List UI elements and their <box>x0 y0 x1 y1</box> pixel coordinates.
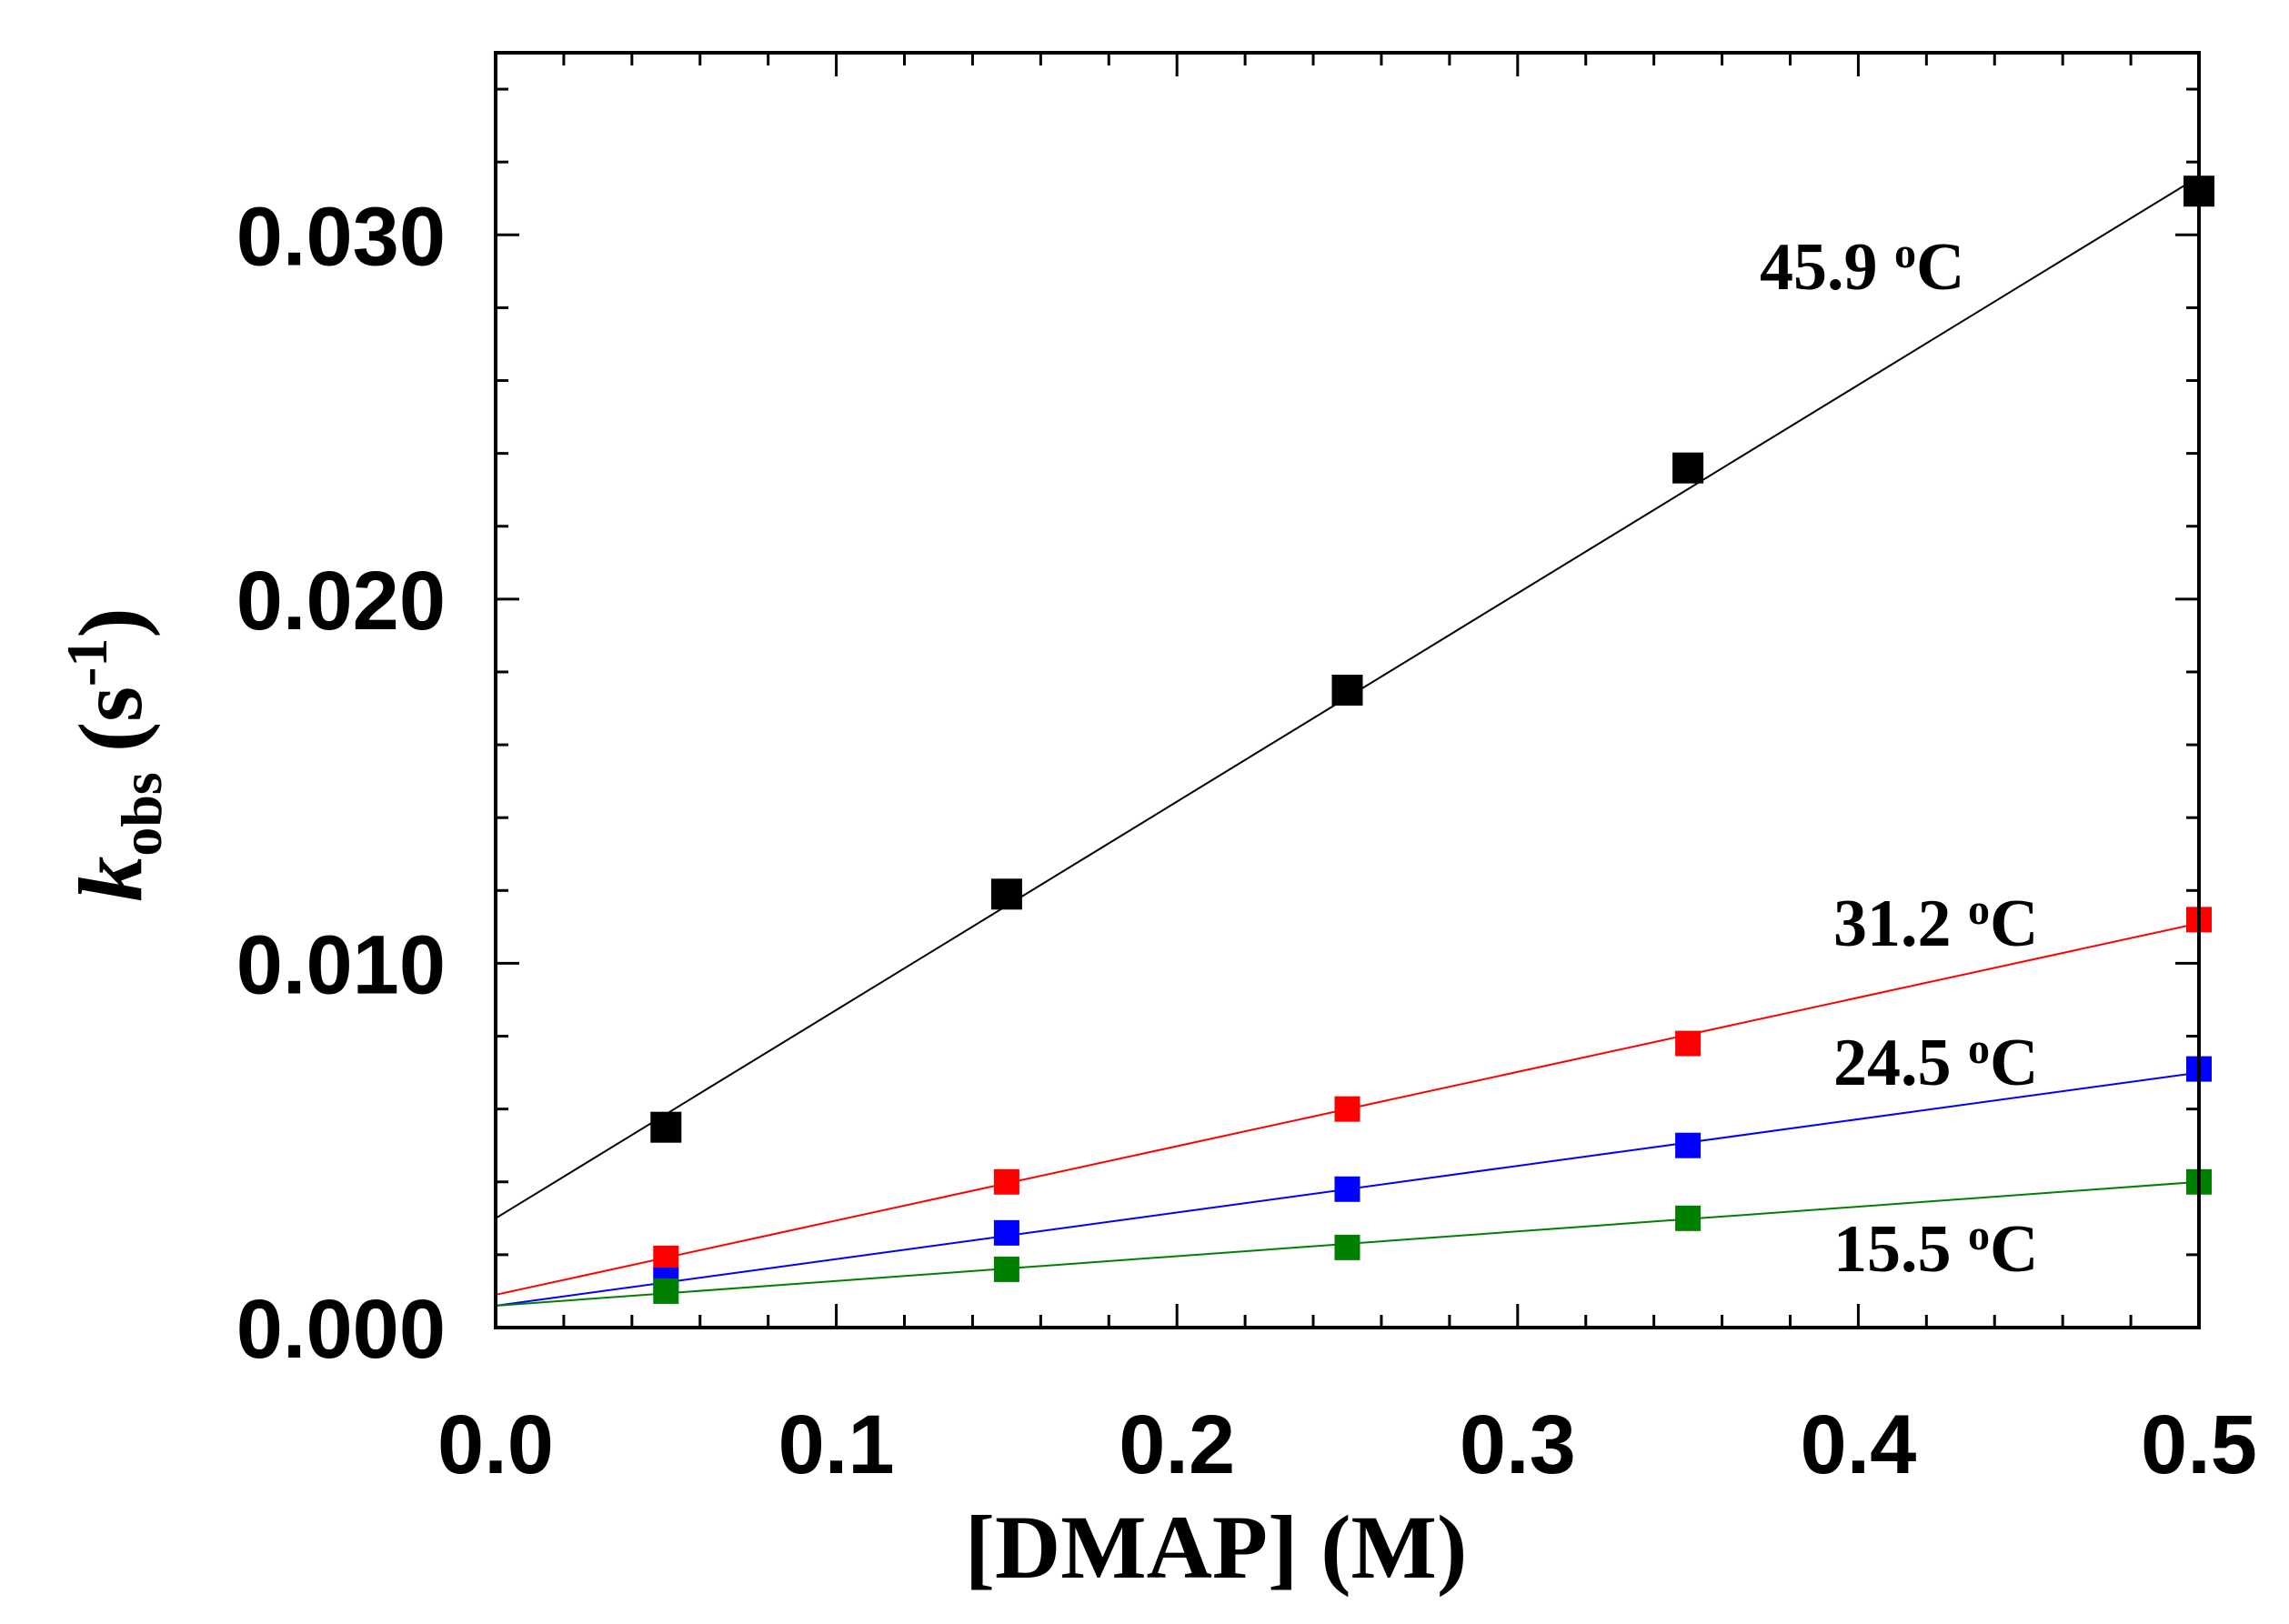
series-label: 15.5 oC <box>1833 1211 2038 1287</box>
data-point <box>993 1219 1019 1246</box>
axis-ticks <box>494 53 2201 1329</box>
x-tick-label: 0.1 <box>778 1398 895 1491</box>
series-label-value: 45.9 <box>1760 230 1894 305</box>
y-tick-label: 0.030 <box>236 190 446 283</box>
plot-frame <box>494 51 2201 1329</box>
data-point <box>1334 1176 1360 1202</box>
data-point <box>993 1256 1019 1282</box>
data-point <box>990 878 1022 910</box>
x-tick-label: 0.4 <box>1800 1398 1916 1491</box>
data-point <box>1334 1234 1360 1260</box>
data-point <box>1675 1205 1702 1231</box>
series-label-value: 24.5 <box>1833 1026 1968 1100</box>
data-point <box>1334 1096 1360 1122</box>
y-tick-label: 0.010 <box>236 918 446 1011</box>
data-point <box>1331 675 1363 706</box>
series-label-unit: C <box>1990 887 2038 961</box>
data-point <box>993 1168 1019 1195</box>
data-points <box>650 175 2214 1304</box>
y-axis-title: kobs (s-1) <box>55 607 174 901</box>
x-tick-label: 0.2 <box>1119 1398 1235 1491</box>
x-axis-title: [DMAP] (M) <box>965 1497 1468 1598</box>
series-label-unit: C <box>1990 1026 2038 1100</box>
series-label-value: 15.5 <box>1833 1212 1968 1287</box>
series-label-degree: o <box>1968 1211 1990 1259</box>
series-label: 24.5 oC <box>1833 1025 2038 1100</box>
series-label: 31.2 oC <box>1833 886 2038 961</box>
data-point <box>1675 1132 1702 1158</box>
data-point <box>650 1111 682 1143</box>
series-label-unit: C <box>1916 230 1964 305</box>
data-point <box>653 1278 679 1304</box>
x-tick-label: 0.3 <box>1460 1398 1576 1491</box>
series-label-unit: C <box>1990 1212 2038 1287</box>
series-label-degree: o <box>1968 886 1990 934</box>
y-axis-unit-close: ) <box>60 607 161 637</box>
y-axis-symbol: k <box>60 857 161 902</box>
y-tick-label: 0.020 <box>236 555 446 647</box>
data-point <box>1672 452 1704 484</box>
series-label-degree: o <box>1968 1025 1990 1073</box>
fit-lines <box>495 175 2200 1307</box>
y-tick-labels: 0.000 0.010 0.020 0.030 <box>236 190 446 1376</box>
y-axis-subscript: obs <box>109 772 174 857</box>
series-label-value: 31.2 <box>1833 887 1968 961</box>
y-axis-unit-exponent: -1 <box>55 638 119 687</box>
series-label: 45.9 oC <box>1760 229 1964 305</box>
y-tick-label: 0.000 <box>236 1283 446 1376</box>
data-point <box>1675 1030 1702 1057</box>
series-label-degree: o <box>1894 229 1916 277</box>
y-axis-unit-base: (s <box>60 687 161 752</box>
x-tick-label: 0.5 <box>2141 1398 2257 1491</box>
data-point <box>653 1245 679 1271</box>
x-tick-label: 0.0 <box>437 1398 554 1491</box>
x-tick-labels: 0.0 0.1 0.2 0.3 0.4 0.5 <box>437 1398 2257 1491</box>
